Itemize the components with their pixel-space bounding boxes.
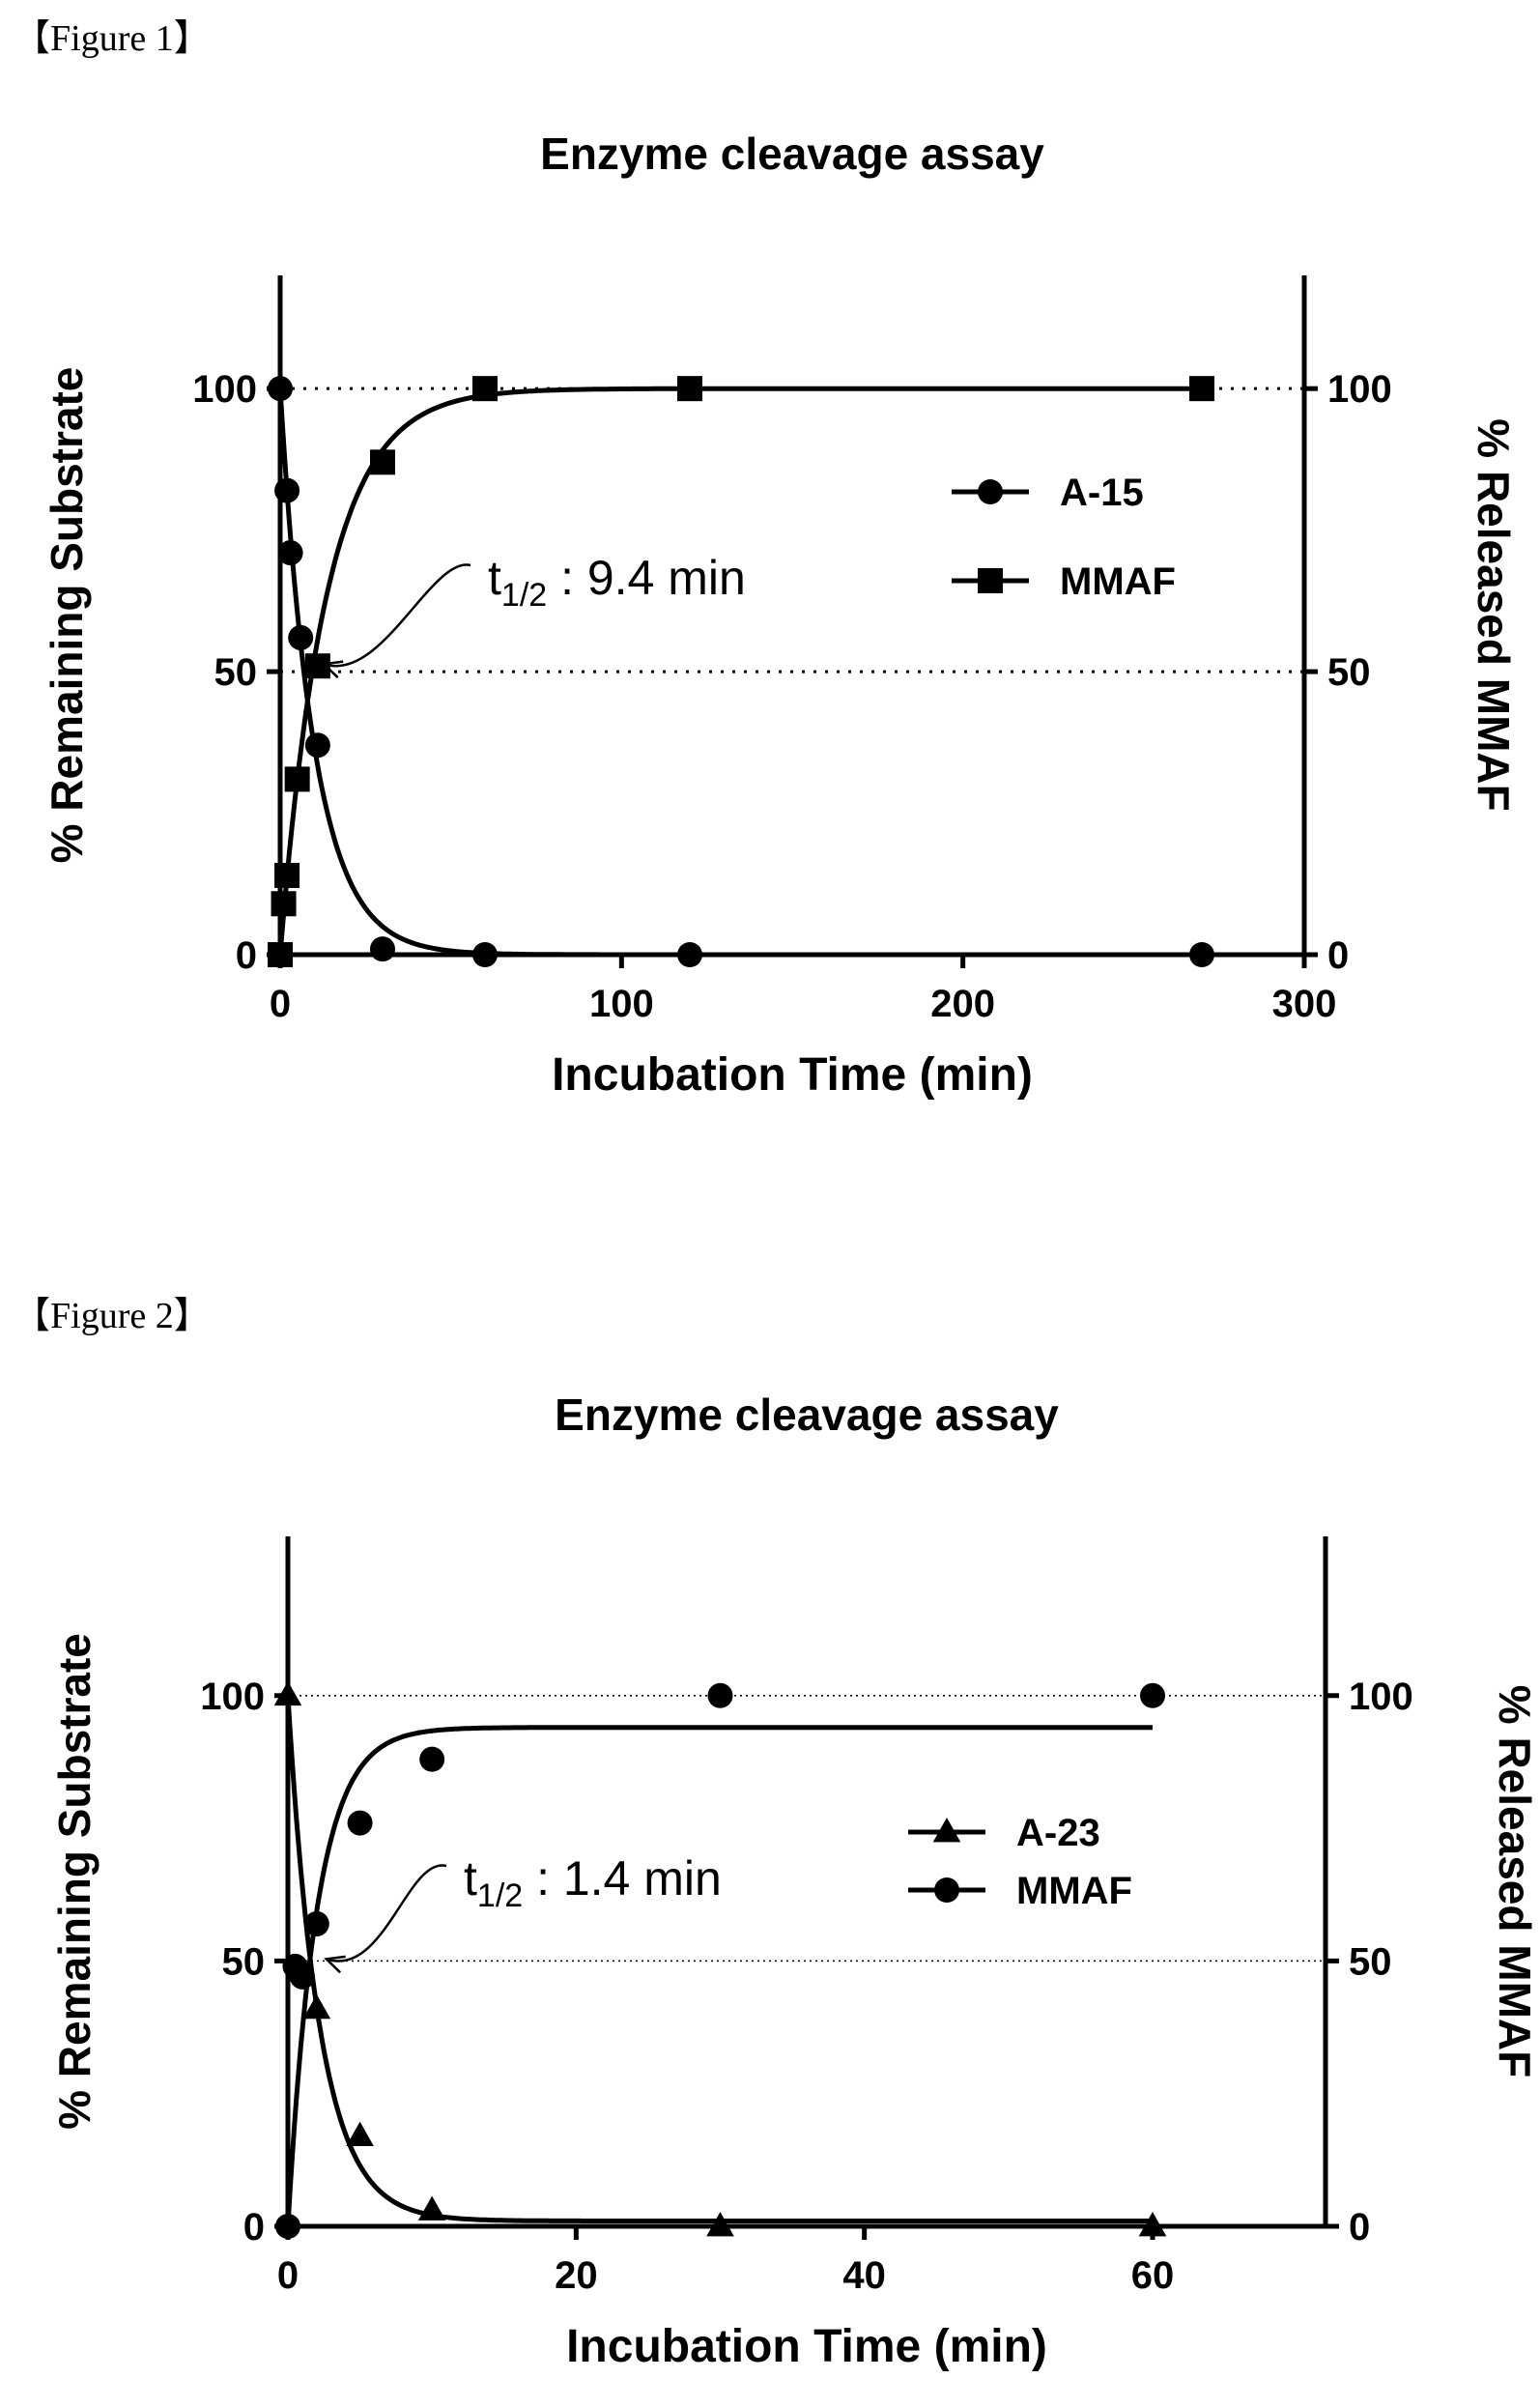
chart2-series-1-point-3 (303, 1910, 329, 1936)
chart1-legend-label-1: MMAF (1060, 560, 1176, 603)
chart1-legend-label-0: A-15 (1060, 472, 1144, 514)
chart2-series-1-point-6 (707, 1682, 733, 1708)
chart1-series-0-point-4 (304, 732, 330, 759)
chart2-series-0-point-5 (1138, 2212, 1167, 2237)
chart2-series-1-point-4 (347, 1810, 373, 1836)
chart2-annotation-arrowhead (324, 1955, 346, 1974)
chart2-series-0-point-2 (346, 2121, 374, 2147)
chart1-series-0-point-8 (1189, 942, 1214, 967)
chart1-annotation-arrow (323, 563, 471, 668)
chart1-series-1-point-1 (271, 891, 297, 917)
chart2-x-tick-label-60: 60 (1131, 2254, 1175, 2297)
chart2-legend-label-0: A-23 (1016, 1812, 1100, 1854)
chart1-right-tick-label-100: 100 (1327, 368, 1392, 411)
chart1-series-0-point-1 (274, 477, 300, 503)
chart1-series-1-point-7 (677, 376, 702, 402)
chart1-left-tick-label-0: 0 (236, 934, 257, 977)
chart1-series-0-point-7 (677, 942, 702, 967)
chart1-series-1-point-8 (1189, 376, 1214, 402)
chart2-series-1-point-7 (1140, 1682, 1165, 1708)
chart1-x-tick-label-200: 200 (930, 983, 995, 1025)
chart2-x-tick-label-20: 20 (555, 2254, 598, 2297)
chart2-legend-marker-1 (934, 1877, 959, 1903)
chart1-right-tick-label-50: 50 (1327, 651, 1371, 694)
chart1-x-tick-label-300: 300 (1272, 983, 1337, 1025)
chart2-x-tick-label-0: 0 (277, 2254, 299, 2297)
chart1-left-tick-label-100: 100 (192, 368, 257, 411)
chart2-title: Enzyme cleavage assay (555, 1390, 1059, 1440)
chart2-series-1-point-5 (419, 1746, 445, 1772)
figure-1-label: 【Figure 1】 (14, 18, 211, 59)
chart1-title: Enzyme cleavage assay (540, 129, 1044, 179)
chart2-x-axis-label: Incubation Time (min) (566, 2321, 1047, 2372)
chart1-x-tick-label-100: 100 (589, 983, 654, 1025)
chart1-series-0-point-5 (370, 936, 395, 962)
chart1-x-axis-label: Incubation Time (min) (552, 1049, 1033, 1101)
chart2-y-axis-label-left: % Remaining Substrate (49, 1633, 100, 2130)
chart1-legend-marker-1 (978, 568, 1003, 593)
chart1-series-0-fit-curve (277, 388, 1202, 958)
chart1-series-1-point-3 (284, 766, 310, 792)
chart2-legend-label-1: MMAF (1016, 1870, 1132, 1912)
chart2-series-0-fit-curve (285, 1695, 1153, 2223)
chart1-series-0-point-0 (268, 376, 293, 402)
chart1-series-1-fit-curve (277, 386, 1202, 956)
chart2-left-tick-label-100: 100 (200, 1676, 265, 1718)
chart2-left-tick-label-0: 0 (243, 2206, 265, 2249)
chart2-series-0-point-1 (302, 1993, 331, 2020)
chart1-series-0-point-3 (288, 624, 314, 650)
chart2-annotation-arrow (326, 1864, 447, 1963)
chart2-y-axis-label-right: % Released MMAF (1490, 1685, 1540, 2077)
chart2-right-tick-label-100: 100 (1349, 1676, 1413, 1718)
chart1-annotation-arrowhead (321, 660, 344, 679)
figure-2-label: 【Figure 2】 (14, 1296, 211, 1336)
chart2-right-tick-label-50: 50 (1349, 1940, 1392, 1983)
chart1-series-0-point-6 (472, 942, 498, 967)
chart2-series-0-point-4 (706, 2212, 734, 2237)
chart1-right-tick-label-0: 0 (1327, 934, 1349, 977)
chart1-series-1-point-5 (370, 449, 395, 475)
chart1-series-1-point-0 (268, 942, 293, 967)
chart2-series-1-point-0 (275, 2214, 300, 2239)
chart1-left-tick-label-50: 50 (214, 651, 258, 694)
chart2-left-tick-label-50: 50 (222, 1940, 266, 1983)
chart2-series-1-point-2 (289, 1963, 315, 1990)
chart1-series-0-point-2 (277, 540, 303, 566)
chart2-right-tick-label-0: 0 (1349, 2206, 1370, 2249)
chart1-y-axis-label-left: % Remaining Substrate (42, 367, 92, 864)
chart2-legend-marker-0 (932, 1818, 961, 1843)
chart2-series-0-point-3 (417, 2195, 446, 2221)
chart2-x-tick-label-40: 40 (842, 2254, 886, 2297)
chart2-half-life-annotation: t1/2 : 1.4 min (464, 1851, 722, 1914)
chart1-y-axis-label-right: % Released MMAF (1469, 418, 1519, 811)
chart1-x-tick-label-0: 0 (270, 983, 291, 1025)
chart2-series-1-fit-curve (285, 1725, 1153, 2227)
chart1-half-life-annotation: t1/2 : 9.4 min (488, 551, 746, 614)
chart1-series-1-point-2 (274, 862, 300, 888)
chart1-legend-marker-0 (978, 479, 1003, 504)
chart1-series-1-point-6 (472, 376, 498, 402)
chart2-series-0-point-0 (273, 1680, 302, 1706)
